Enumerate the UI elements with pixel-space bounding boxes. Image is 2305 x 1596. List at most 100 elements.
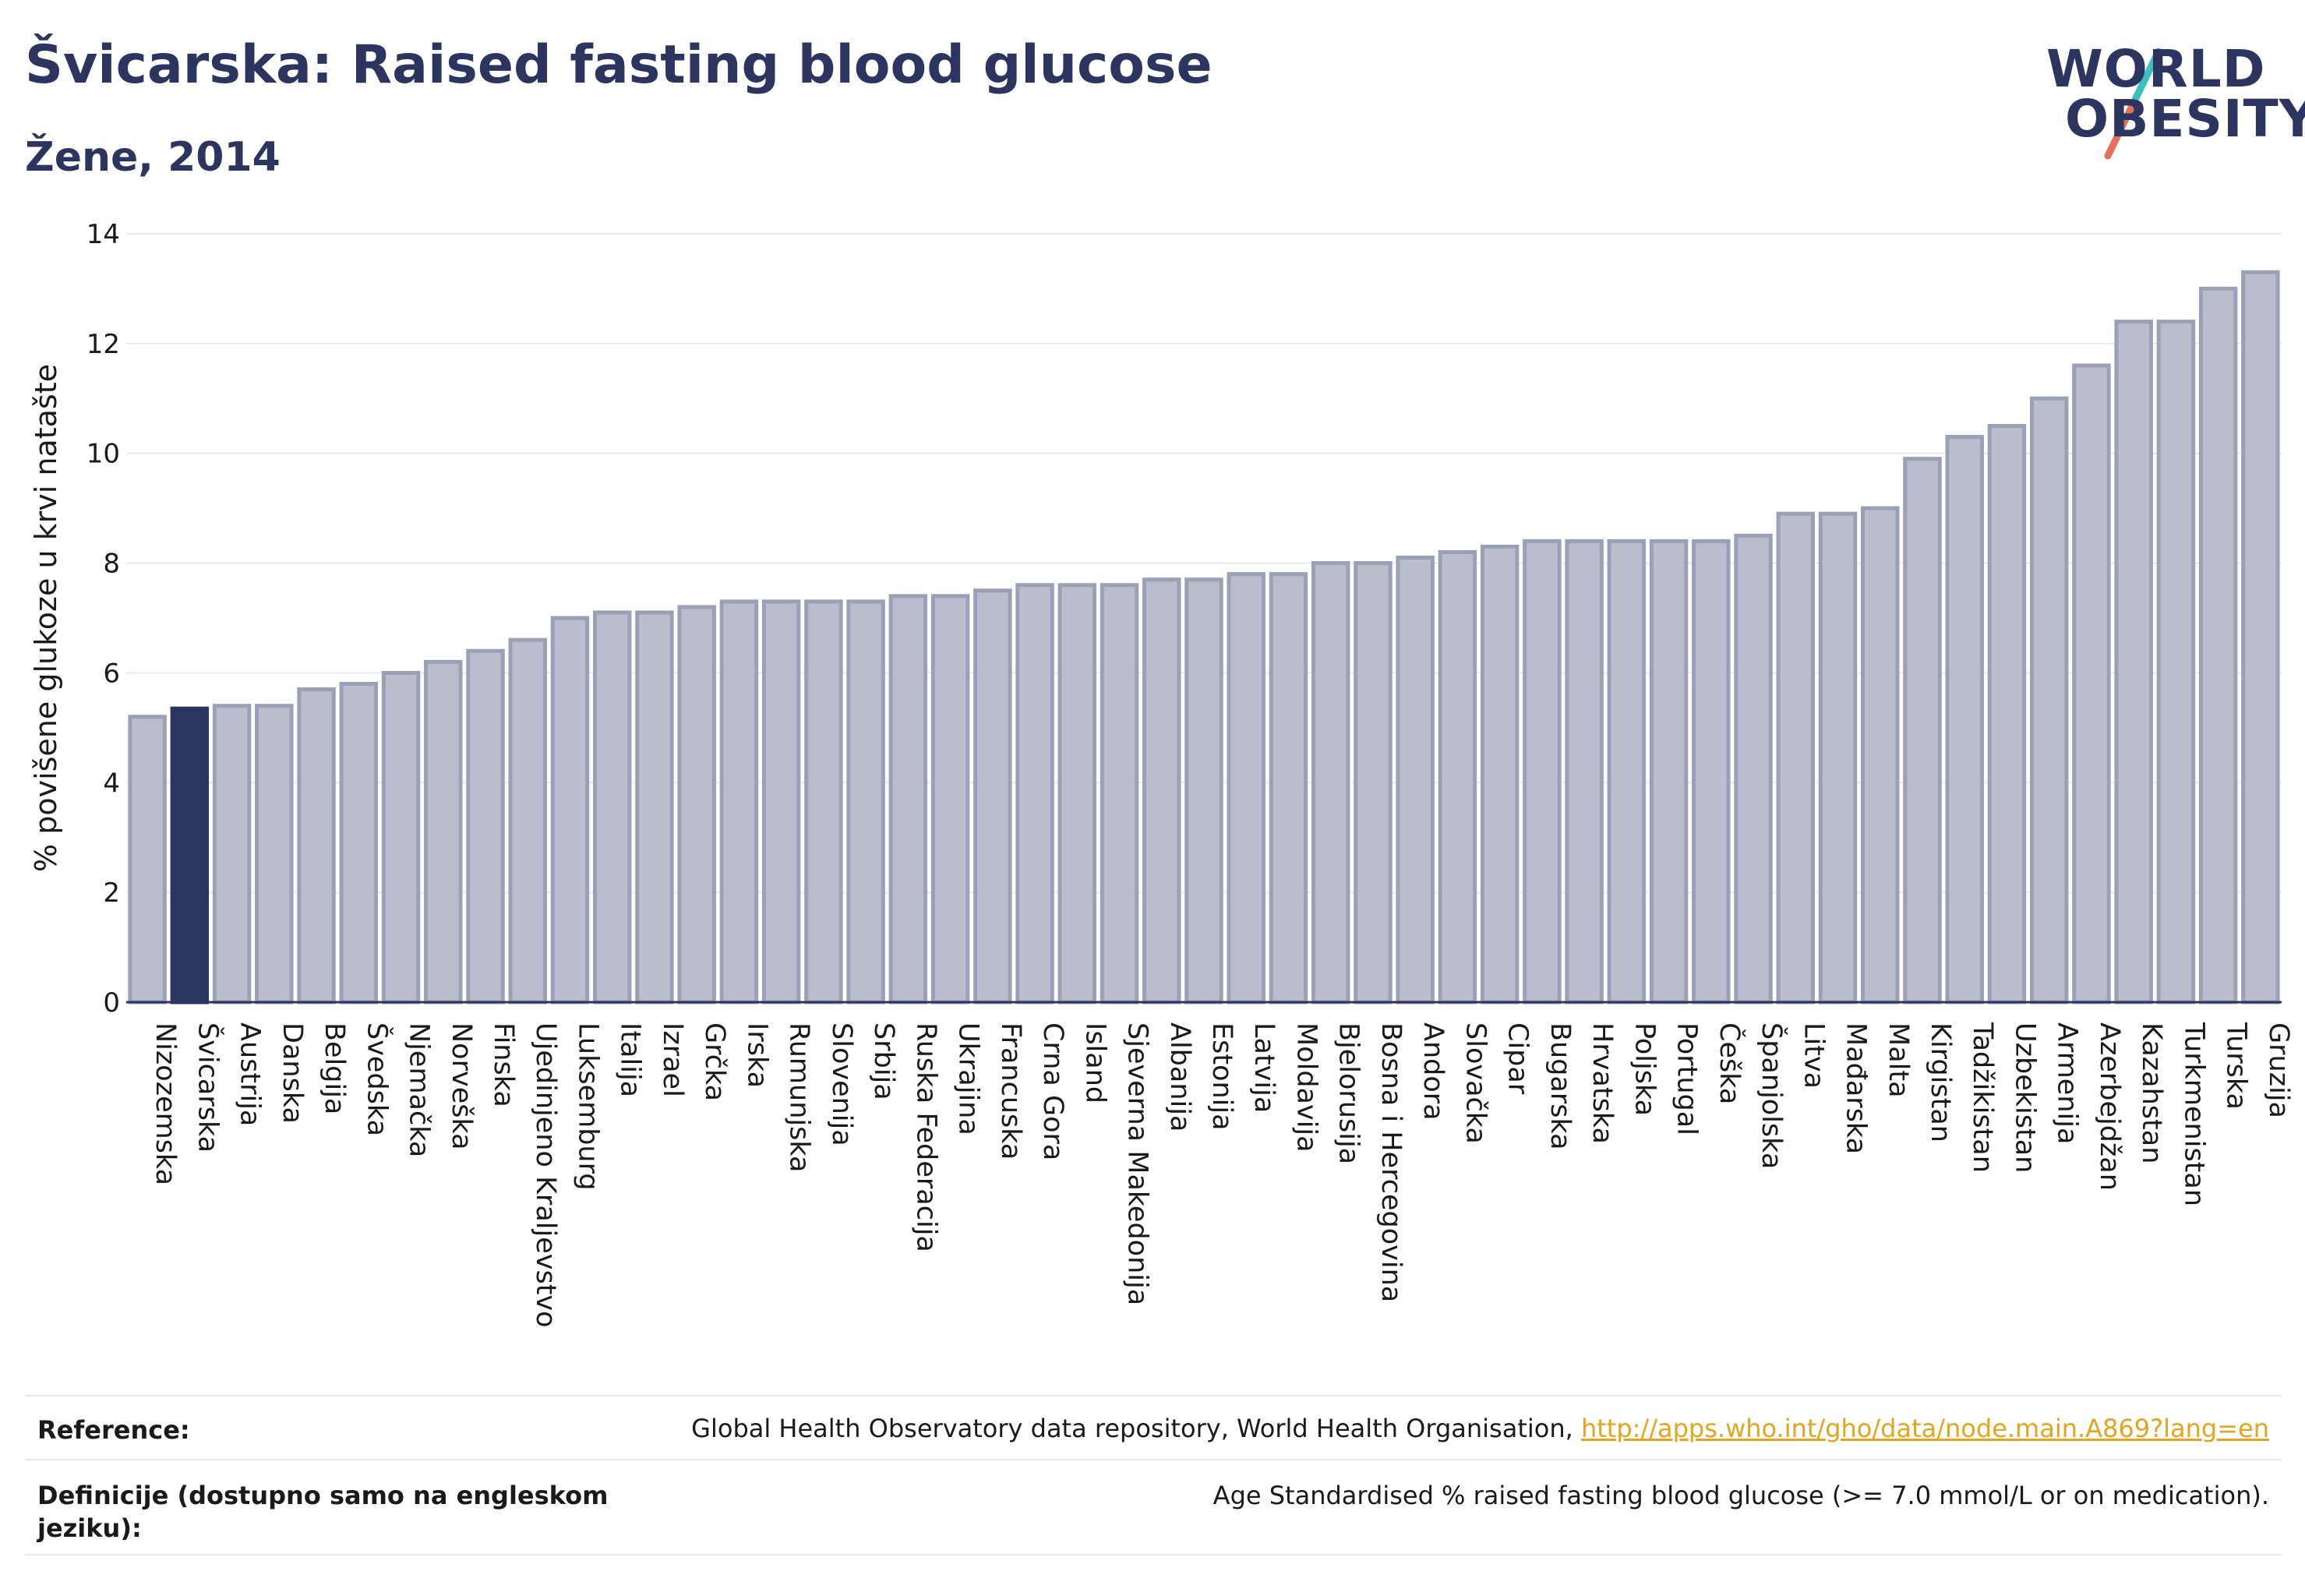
definition-label: Definicije (dostupno samo na engleskom j…: [37, 1481, 609, 1543]
bar: [1057, 583, 1097, 1005]
x-tick-label: Bosna i Hercegovina: [1375, 1022, 1407, 1302]
x-tick-label: Bugarska: [1544, 1022, 1576, 1150]
bar: [1142, 577, 1181, 1005]
y-tick-label: 2: [103, 877, 120, 909]
bar: [1734, 533, 1773, 1005]
bar: [1184, 577, 1223, 1005]
x-tick-label: Armenija: [2052, 1022, 2083, 1144]
bar: [424, 659, 463, 1005]
x-tick-label: Mađarska: [1841, 1022, 1872, 1154]
bar: [1565, 538, 1604, 1005]
bar: [592, 610, 632, 1005]
x-tick-label: Hrvatska: [1587, 1022, 1618, 1144]
bar: [1100, 583, 1139, 1005]
bar: [677, 605, 716, 1005]
x-tick-label: Andora: [1417, 1022, 1449, 1121]
x-tick-label: Estonija: [1206, 1022, 1237, 1131]
x-tick-label: Uzbekistan: [2009, 1022, 2040, 1173]
bar: [1861, 506, 1900, 1005]
bar: [339, 682, 379, 1005]
reference-row: Reference: Global Health Observatory dat…: [25, 1395, 2282, 1460]
x-tick-label: Ukrajina: [953, 1022, 984, 1135]
x-tick-label: Španjolska: [1756, 1022, 1788, 1169]
bar: [1438, 549, 1477, 1005]
x-tick-label: Poljska: [1629, 1022, 1660, 1116]
bar: [212, 704, 252, 1005]
y-tick-label: 12: [86, 329, 120, 360]
x-tick-label: Ruska Federacija: [910, 1022, 941, 1252]
x-tick-label: Cipar: [1502, 1022, 1534, 1095]
x-tick-label: Italija: [615, 1022, 646, 1097]
chart-title: Švicarska: Raised fasting blood glucose: [25, 34, 1213, 96]
bar: [1523, 538, 1562, 1005]
x-tick-label: Latvija: [1248, 1022, 1280, 1113]
bar: [466, 648, 505, 1005]
chart-subtitle: Žene, 2014: [25, 134, 281, 181]
reference-text: Global Health Observatory data repositor…: [691, 1414, 1573, 1443]
x-tick-label: Nizozemska: [150, 1022, 181, 1185]
bar: [1607, 538, 1647, 1005]
bar: [973, 588, 1012, 1005]
logo-line-1: WORLD: [2046, 39, 2266, 99]
y-tick-label: 6: [103, 658, 120, 689]
bar: [297, 687, 336, 1005]
bar: [1776, 511, 1816, 1005]
logo-line-2: OBESITY: [2065, 89, 2305, 149]
bar: [1480, 544, 1520, 1005]
x-tick-label: Slovenija: [826, 1022, 857, 1146]
x-tick-label: Grčka: [699, 1022, 730, 1101]
bar: [1227, 572, 1265, 1005]
x-tick-label: Crna Gora: [1037, 1022, 1068, 1160]
bar: [2198, 286, 2238, 1005]
logo-slash-icon: [2104, 48, 2162, 160]
x-tick-label: Francuska: [995, 1022, 1026, 1160]
bar: [804, 599, 843, 1005]
bar: [2156, 320, 2196, 1005]
y-tick-label: 14: [86, 219, 120, 250]
x-tick-label: Azerbejdžan: [2094, 1022, 2125, 1191]
bar: [550, 616, 590, 1005]
x-tick-label: Rumunjska: [784, 1022, 815, 1172]
bar: [1015, 583, 1054, 1005]
x-tick-label: Albanija: [1164, 1022, 1195, 1132]
x-tick-label: Srbija: [868, 1022, 899, 1100]
x-tick-label: Irska: [741, 1022, 772, 1088]
bar: [2029, 396, 2069, 1005]
bar: [255, 704, 294, 1005]
x-tick-label: Bjelorusija: [1333, 1022, 1364, 1164]
y-tick-label: 8: [103, 549, 120, 580]
x-tick-label: Turkmenistan: [2178, 1022, 2209, 1206]
x-tick-label: Švicarska: [192, 1022, 224, 1153]
y-axis-label: % povišene glukoze u krvi natašte: [29, 364, 63, 872]
bar: [170, 706, 210, 1005]
y-tick-label: 10: [86, 439, 120, 470]
x-tick-label: Luksemburg: [572, 1022, 603, 1191]
x-tick-label: Izrael: [657, 1022, 688, 1097]
bar: [888, 594, 928, 1005]
bar: [1818, 511, 1858, 1005]
bar: [2072, 363, 2111, 1005]
bar: [846, 599, 885, 1005]
bar: [930, 594, 970, 1005]
bar: [1311, 561, 1350, 1005]
bar: [1269, 572, 1308, 1005]
y-tick-label: 0: [103, 987, 120, 1019]
bar: [1354, 561, 1393, 1005]
bar: [381, 670, 421, 1005]
bar: [508, 637, 547, 1005]
x-tick-label: Švedska: [361, 1022, 394, 1136]
x-tick-label: Malta: [1883, 1022, 1914, 1098]
bar: [635, 610, 674, 1005]
x-tick-label: Litva: [1798, 1022, 1829, 1089]
x-tick-label: Island: [1079, 1022, 1110, 1103]
bar: [719, 599, 759, 1005]
bar: [128, 715, 167, 1005]
bar: [1692, 538, 1731, 1005]
bar: [2241, 270, 2280, 1005]
bar: [761, 599, 801, 1005]
reference-label: Reference:: [37, 1415, 190, 1445]
x-tick-label: Kirgistan: [1925, 1022, 1956, 1142]
reference-link[interactable]: http://apps.who.int/gho/data/node.main.A…: [1580, 1414, 2269, 1443]
x-tick-label: Kazahstan: [2136, 1022, 2167, 1163]
bar: [1903, 457, 1942, 1005]
